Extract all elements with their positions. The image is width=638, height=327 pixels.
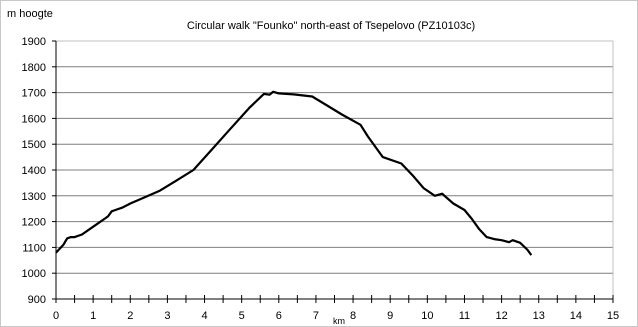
x-tick-label: 5 (239, 310, 245, 322)
y-tick-label: 1800 (22, 62, 46, 74)
x-tick-label: 13 (533, 310, 545, 322)
y-tick-label: 900 (28, 294, 46, 306)
y-tick-label: 1300 (22, 191, 46, 203)
x-tick-label: 15 (607, 310, 619, 322)
x-tick-label: 8 (350, 310, 356, 322)
x-axis-ticks: 0 1 2 3 4 5 6 7 8 9 10 11 12 13 14 15 (53, 295, 619, 322)
x-tick-label: 2 (127, 310, 133, 322)
elevation-profile-line (55, 90, 533, 256)
x-tick-label: 7 (313, 310, 319, 322)
x-tick-label: 4 (201, 310, 207, 322)
x-tick-label: 1 (90, 310, 96, 322)
x-tick-label: 6 (276, 310, 282, 322)
y-tick-label: 1200 (22, 217, 46, 229)
y-tick-label: 1000 (22, 268, 46, 280)
x-tick-label: 10 (421, 310, 433, 322)
y-tick-label: 1500 (22, 139, 46, 151)
x-tick-label: 12 (495, 310, 507, 322)
x-tick-label: 9 (387, 310, 393, 322)
y-tick-label: 1700 (22, 88, 46, 100)
x-axis-label: km (333, 316, 345, 326)
y-axis-ticks: 900 1000 1100 1200 1300 1400 1500 1600 1700 1800 1… (22, 36, 56, 306)
y-axis-label: m hoogte (7, 8, 53, 20)
chart-title: Circular walk "Founko" north-east of Tse… (187, 20, 475, 32)
series-layer (55, 90, 533, 256)
x-tick-label: 3 (164, 310, 170, 322)
gridlines (56, 66, 613, 274)
x-tick-label: 14 (570, 310, 582, 322)
y-tick-label: 1900 (22, 36, 46, 48)
y-tick-label: 1400 (22, 165, 46, 177)
y-tick-label: 1600 (22, 113, 46, 125)
x-tick-label: 11 (459, 310, 470, 322)
y-tick-label: 1100 (22, 242, 46, 254)
x-tick-label: 0 (53, 310, 59, 322)
